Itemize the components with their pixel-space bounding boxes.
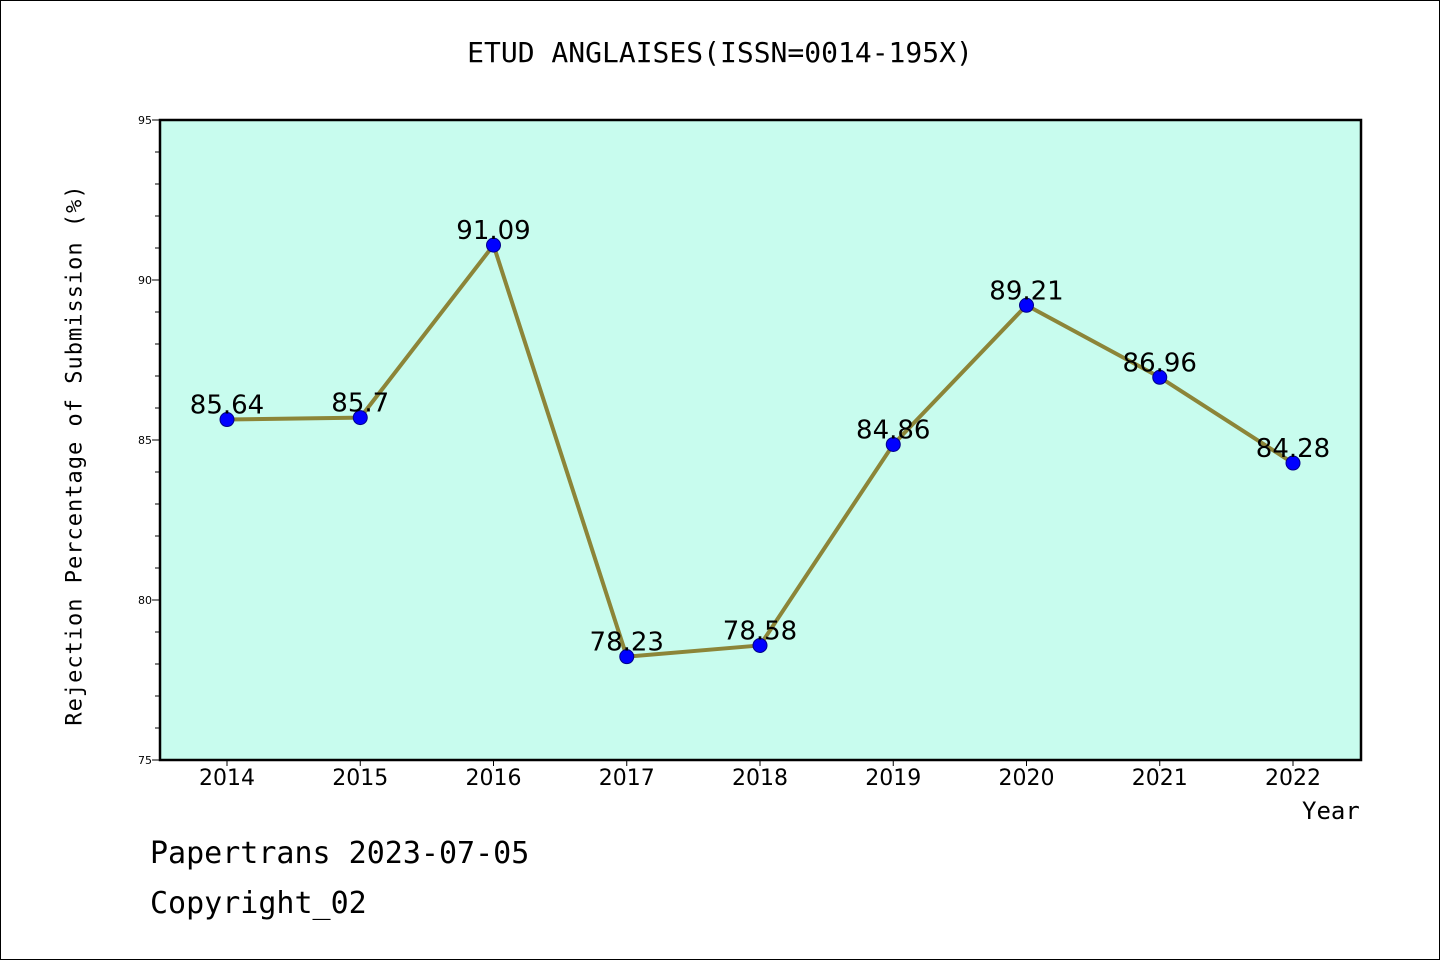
y-tick-label: 80 (138, 594, 152, 607)
plot-area (158, 118, 1363, 762)
data-label: 85.64 (190, 391, 264, 421)
x-tick-label: 2022 (1265, 766, 1321, 791)
footer-copyright-line: Copyright_02 (150, 886, 367, 921)
data-point (219, 412, 235, 428)
y-tick-label: 90 (138, 274, 152, 287)
x-tick-label: 2015 (332, 766, 388, 791)
data-label: 84.86 (856, 415, 930, 445)
x-axis-label: Year (1302, 797, 1360, 825)
x-tick-label: 2021 (1132, 766, 1188, 791)
data-point (352, 410, 368, 426)
data-point (1285, 455, 1301, 471)
data-point (885, 436, 901, 452)
x-tick-label: 2014 (199, 766, 255, 791)
data-label: 86.96 (1123, 348, 1197, 378)
data-point (752, 637, 768, 653)
data-label: 78.23 (590, 628, 664, 658)
x-tick-label: 2019 (865, 766, 921, 791)
chart-title: ETUD ANGLAISES(ISSN=0014-195X) (467, 36, 973, 69)
x-tick-label: 2016 (466, 766, 522, 791)
data-label: 78.58 (723, 616, 797, 646)
footer-date-line: Papertrans 2023-07-05 (150, 836, 530, 871)
y-tick-label: 95 (138, 114, 152, 127)
data-label: 91.09 (456, 216, 530, 246)
data-label: 84.28 (1256, 434, 1330, 464)
data-point (619, 649, 635, 665)
data-point (1019, 297, 1034, 313)
data-point (1152, 369, 1168, 385)
data-label: 85.7 (331, 389, 389, 419)
x-tick-label: 2020 (999, 766, 1055, 791)
x-tick-label: 2018 (732, 766, 788, 791)
y-tick-label: 75 (138, 754, 152, 767)
data-label: 89.21 (989, 276, 1063, 306)
data-point (486, 237, 501, 253)
x-tick-label: 2017 (599, 766, 655, 791)
y-tick-label: 85 (138, 434, 152, 447)
